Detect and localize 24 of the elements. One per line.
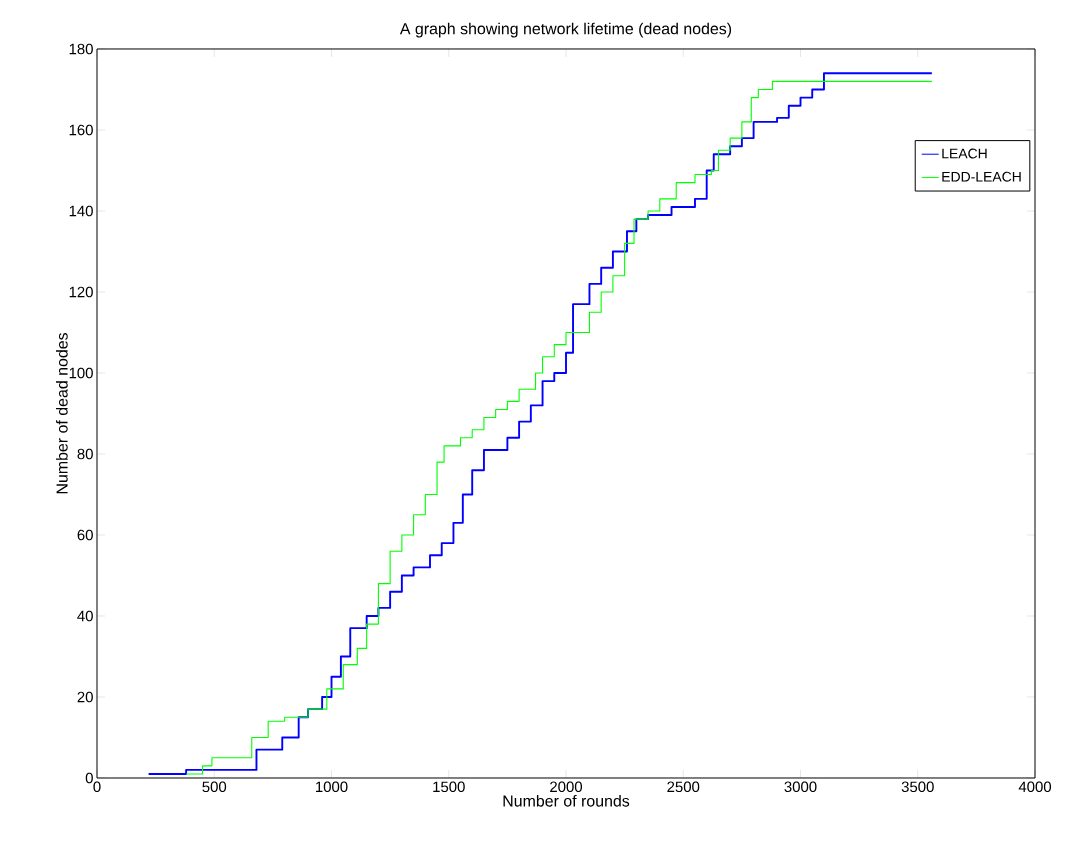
x-tick-label: 3000 (784, 781, 817, 793)
y-tick-label: 0 (85, 772, 93, 784)
legend-label: LEACH (942, 148, 987, 159)
y-tick-label: 140 (69, 205, 93, 217)
y-tick-label: 60 (77, 529, 93, 541)
x-tick-label: 0 (93, 781, 101, 793)
chart-title: A graph showing network lifetime (dead nodes) (399, 22, 732, 38)
y-tick-label: 180 (69, 43, 93, 55)
legend-label: EDD-LEACH (942, 171, 1021, 182)
x-tick-label: 2000 (550, 781, 583, 793)
y-tick-label: 160 (69, 124, 93, 136)
x-tick-label: 3500 (901, 781, 934, 793)
x-tick-label: 500 (202, 781, 227, 793)
x-tick-label: 2500 (667, 781, 700, 793)
y-tick-label: 40 (77, 610, 93, 622)
x-tick-label: 1500 (433, 781, 465, 793)
y-tick-label: 80 (77, 448, 93, 460)
x-tick-label: 1000 (316, 781, 348, 793)
y-tick-label: 20 (77, 691, 93, 703)
y-axis-title: Number of dead nodes (56, 333, 68, 494)
y-tick-label: 100 (69, 367, 93, 379)
x-axis-title: Number of rounds (503, 794, 630, 807)
x-tick-label: 4000 (1018, 781, 1052, 793)
y-tick-label: 120 (69, 286, 93, 298)
